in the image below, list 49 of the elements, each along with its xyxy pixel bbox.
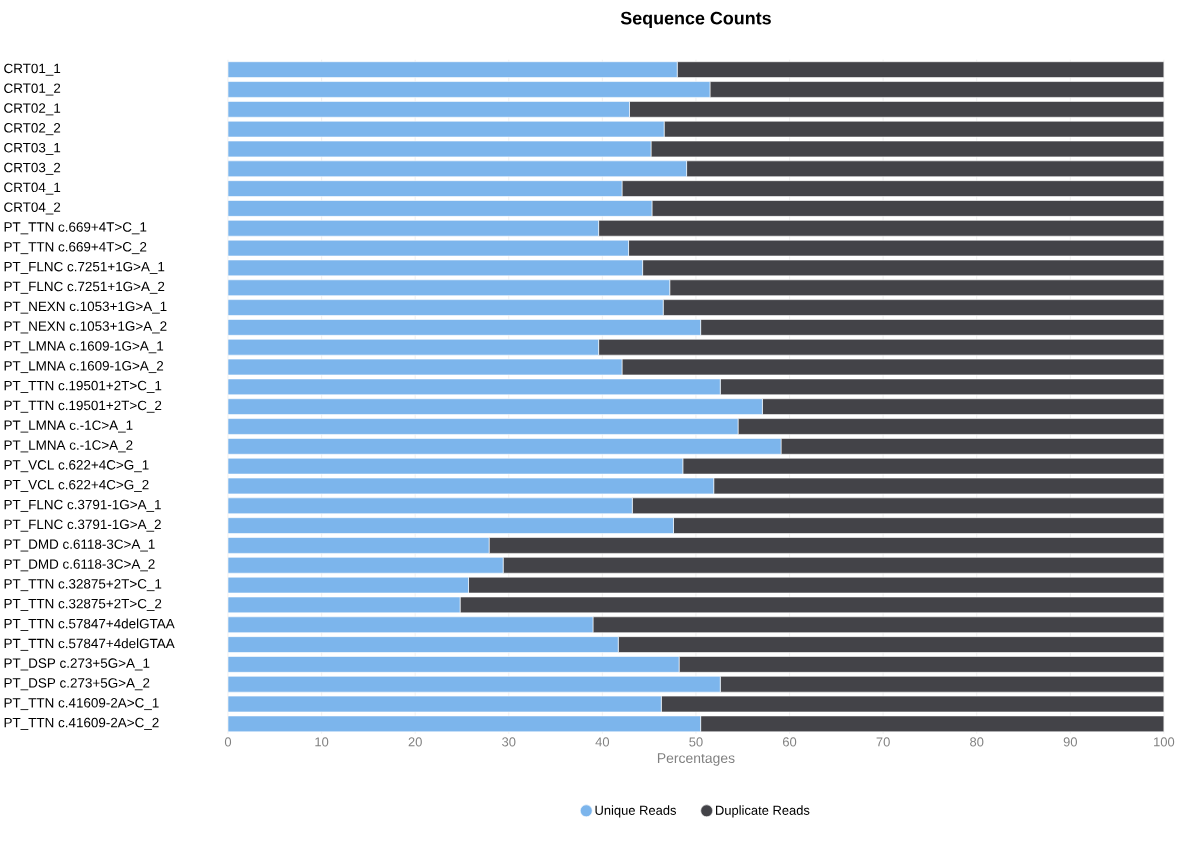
y-tick-label: CRT04_1 <box>4 182 61 195</box>
x-tick-label: 60 <box>782 737 797 747</box>
x-tick-label: 80 <box>970 737 984 747</box>
y-tick-label: PT_TTN c.41609-2A>C_2 <box>4 717 159 730</box>
y-tick-label: CRT03_1 <box>4 142 61 155</box>
y-tick-label: CRT01_1 <box>4 63 61 76</box>
chart-title: Sequence Counts <box>620 11 771 28</box>
y-tick-label: PT_TTN c.32875+2T>C_1 <box>4 578 162 592</box>
y-tick-label: PT_VCL c.622+4C>G_2 <box>4 479 149 492</box>
y-tick-label: PT_TTN c.41609-2A>C_1 <box>4 697 159 710</box>
x-tick-label: 50 <box>689 737 703 747</box>
y-tick-label: PT_NEXN c.1053+1G>A_2 <box>4 321 167 334</box>
x-tick-label: 100 <box>1154 737 1175 747</box>
x-tick-label: 30 <box>502 737 516 747</box>
y-tick-label: PT_LMNA c.1609-1G>A_1 <box>4 341 164 354</box>
y-tick-label: PT_TTN c.669+4T>C_1 <box>4 222 147 235</box>
y-tick-label: PT_TTN c.19501+2T>C_2 <box>4 400 162 413</box>
x-tick-label: 10 <box>315 737 329 747</box>
y-tick-label: PT_LMNA c.-1C>A_1 <box>4 420 133 433</box>
y-tick-label: PT_NEXN c.1053+1G>A_1 <box>4 301 167 314</box>
y-tick-label: PT_FLNC c.3791-1G>A_1 <box>4 499 161 512</box>
y-tick-label: PT_DMD c.6118-3C>A_1 <box>4 539 155 552</box>
x-tick-label: 20 <box>408 737 422 747</box>
legend-label: Unique Reads <box>595 805 677 818</box>
y-tick-label: PT_TTN c.57847+4delGTAA <box>4 638 175 651</box>
y-tick-label: PT_DSP c.273+5G>A_2 <box>4 678 150 691</box>
x-tick-label: 40 <box>595 737 610 747</box>
y-tick-label: PT_TTN c.32875+2T>C_2 <box>4 598 162 611</box>
y-tick-label: PT_TTN c.19501+2T>C_1 <box>4 380 162 393</box>
y-tick-label: PT_TTN c.669+4T>C_2 <box>4 241 147 255</box>
y-tick-label: PT_VCL c.622+4C>G_1 <box>4 460 149 473</box>
y-tick-label: PT_LMNA c.-1C>A_2 <box>4 440 133 453</box>
y-tick-label: PT_TTN c.57847+4delGTAA <box>4 618 175 631</box>
y-tick-label: PT_DSP c.273+5G>A_1 <box>4 658 150 671</box>
y-tick-label: PT_FLNC c.7251+1G>A_1 <box>4 261 165 274</box>
y-tick-label: PT_FLNC c.3791-1G>A_2 <box>4 519 161 532</box>
legend-label: Duplicate Reads <box>716 805 810 818</box>
x-tick-label: 90 <box>1063 737 1077 747</box>
x-tick-label: 70 <box>876 737 890 747</box>
y-tick-label: PT_LMNA c.1609-1G>A_2 <box>4 360 164 373</box>
y-tick-label: PT_DMD c.6118-3C>A_2 <box>4 559 155 572</box>
y-tick-label: PT_FLNC c.7251+1G>A_2 <box>4 281 165 294</box>
y-tick-label: CRT01_2 <box>4 83 61 96</box>
x-tick-label: 0 <box>224 737 232 747</box>
y-tick-label: CRT02_2 <box>4 123 61 136</box>
y-tick-label: CRT04_2 <box>4 202 61 215</box>
y-tick-label: CRT03_2 <box>4 162 61 175</box>
x-axis-title: Percentages <box>657 753 735 766</box>
y-tick-label: CRT02_1 <box>4 103 61 116</box>
